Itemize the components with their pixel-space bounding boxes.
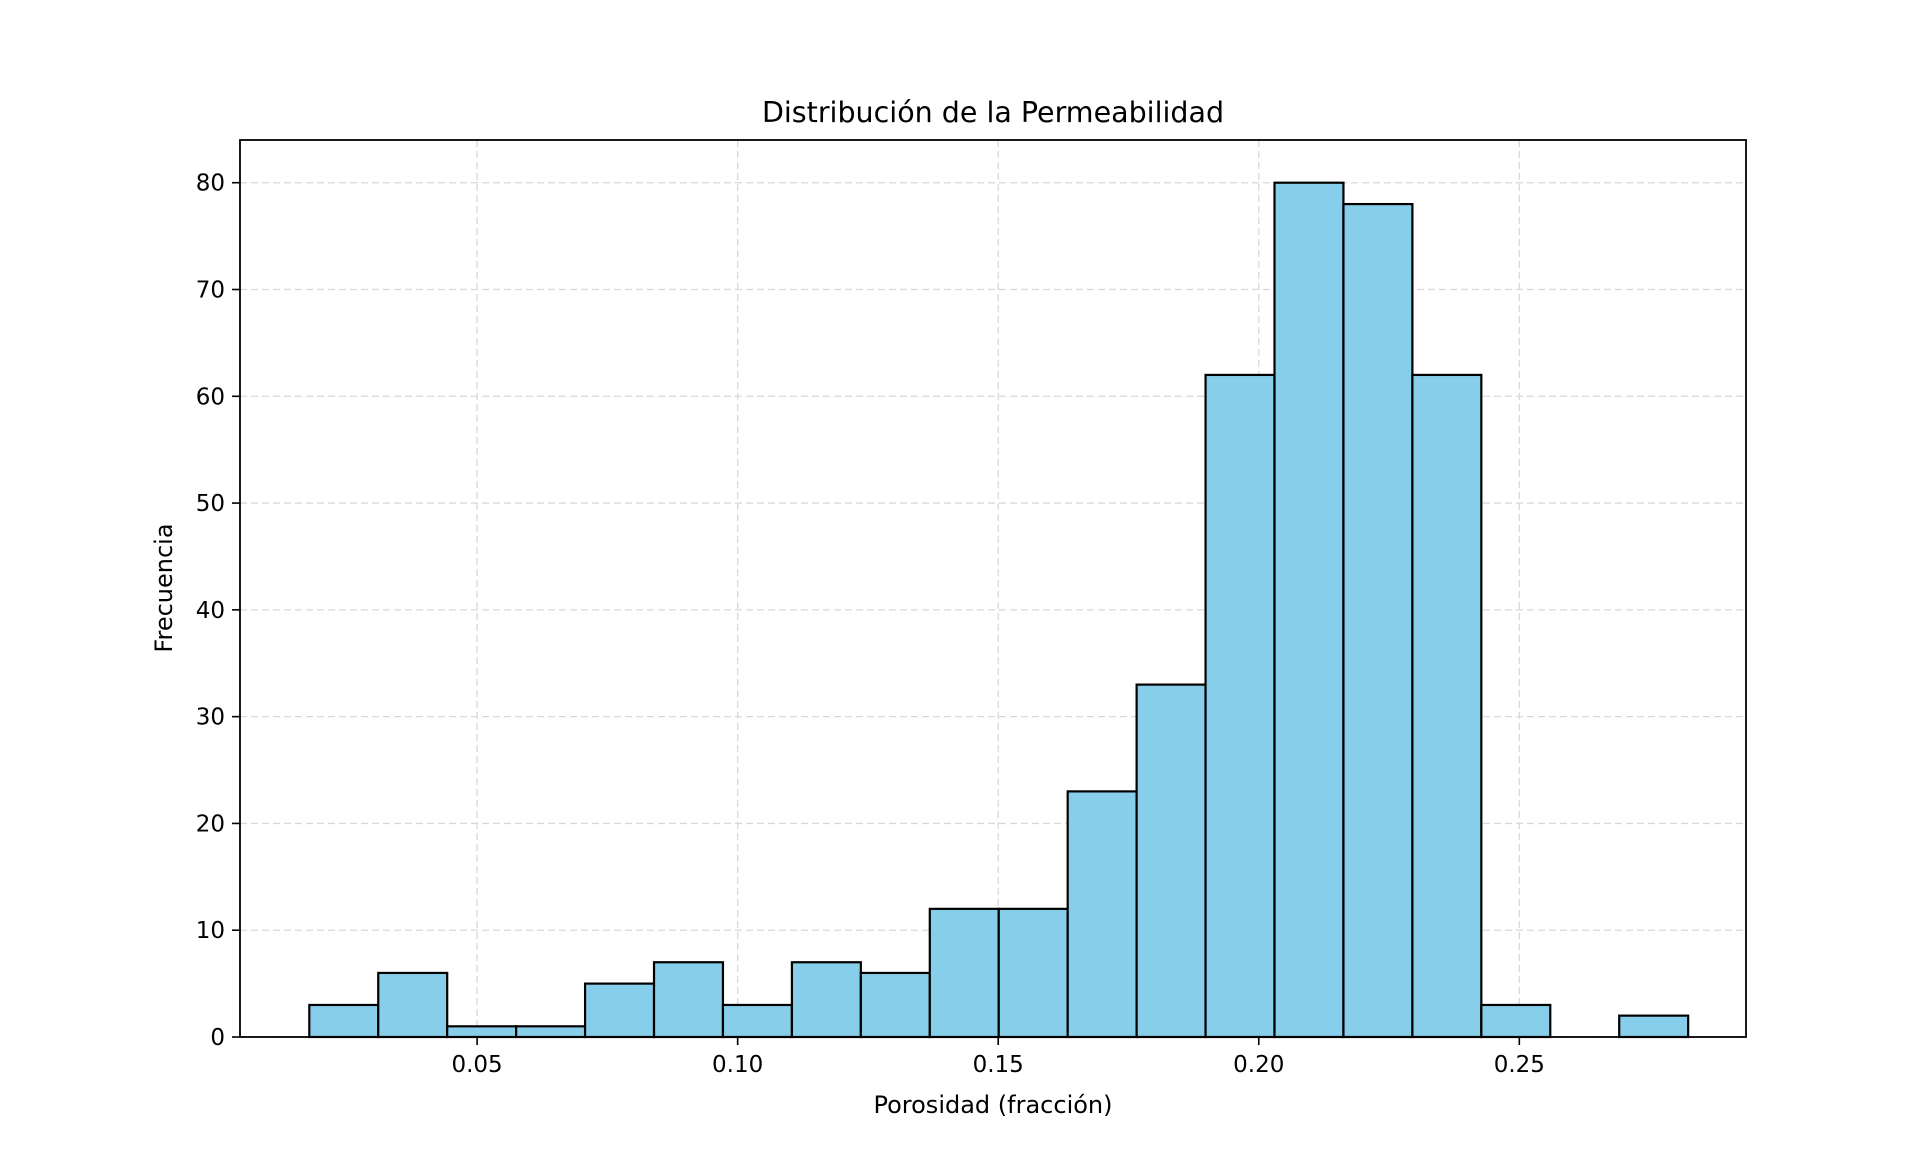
histogram-bar — [1273, 181, 1345, 1039]
x-tick-label: 0.20 — [1233, 1052, 1284, 1078]
plot-frame — [239, 139, 1747, 1038]
histogram-bar — [1480, 1003, 1552, 1039]
y-tick-label: 0 — [210, 1025, 225, 1051]
histogram-bar — [928, 907, 1000, 1039]
x-tick-label: 0.05 — [451, 1052, 502, 1078]
histogram-bar — [1135, 683, 1207, 1039]
histogram-bar — [1411, 373, 1483, 1039]
y-axis-label: Frecuencia — [150, 523, 178, 652]
x-tick-label: 0.10 — [712, 1052, 763, 1078]
histogram-bar — [1066, 790, 1138, 1039]
y-tick-label: 50 — [196, 491, 225, 517]
y-axis-ticks: 0 10 20 30 40 50 60 70 80 — [196, 171, 240, 1051]
histogram-bar — [721, 1003, 794, 1039]
histogram-bar — [377, 971, 449, 1039]
y-tick-label: 40 — [196, 598, 225, 624]
x-axis-ticks: 0.05 0.10 0.15 0.20 0.25 — [451, 1037, 1545, 1078]
histogram-bar — [859, 971, 931, 1039]
histogram-bar — [446, 1025, 518, 1039]
grid-layer — [240, 140, 1746, 1038]
x-tick-label: 0.15 — [973, 1052, 1024, 1078]
y-tick-label: 20 — [196, 811, 225, 837]
y-tick-label: 30 — [196, 705, 225, 731]
y-tick-label: 10 — [196, 918, 225, 944]
histogram-bar — [308, 1003, 380, 1039]
histogram-bar — [515, 1025, 587, 1039]
histogram-bar — [1618, 1014, 1690, 1039]
chart-title: Distribución de la Permeabilidad — [762, 96, 1224, 129]
histogram-bar — [790, 961, 862, 1039]
x-axis-label: Porosidad (fracción) — [873, 1091, 1112, 1119]
histogram-bar — [1342, 202, 1414, 1039]
histogram-bar — [652, 961, 725, 1039]
histogram-bar — [997, 907, 1069, 1039]
histogram-bar — [1204, 373, 1276, 1039]
bars-layer — [308, 181, 1690, 1039]
y-tick-label: 80 — [196, 171, 225, 197]
y-tick-label: 70 — [196, 278, 225, 304]
x-tick-label: 0.25 — [1494, 1052, 1545, 1078]
histogram-bar — [583, 982, 656, 1039]
y-tick-label: 60 — [196, 384, 225, 410]
